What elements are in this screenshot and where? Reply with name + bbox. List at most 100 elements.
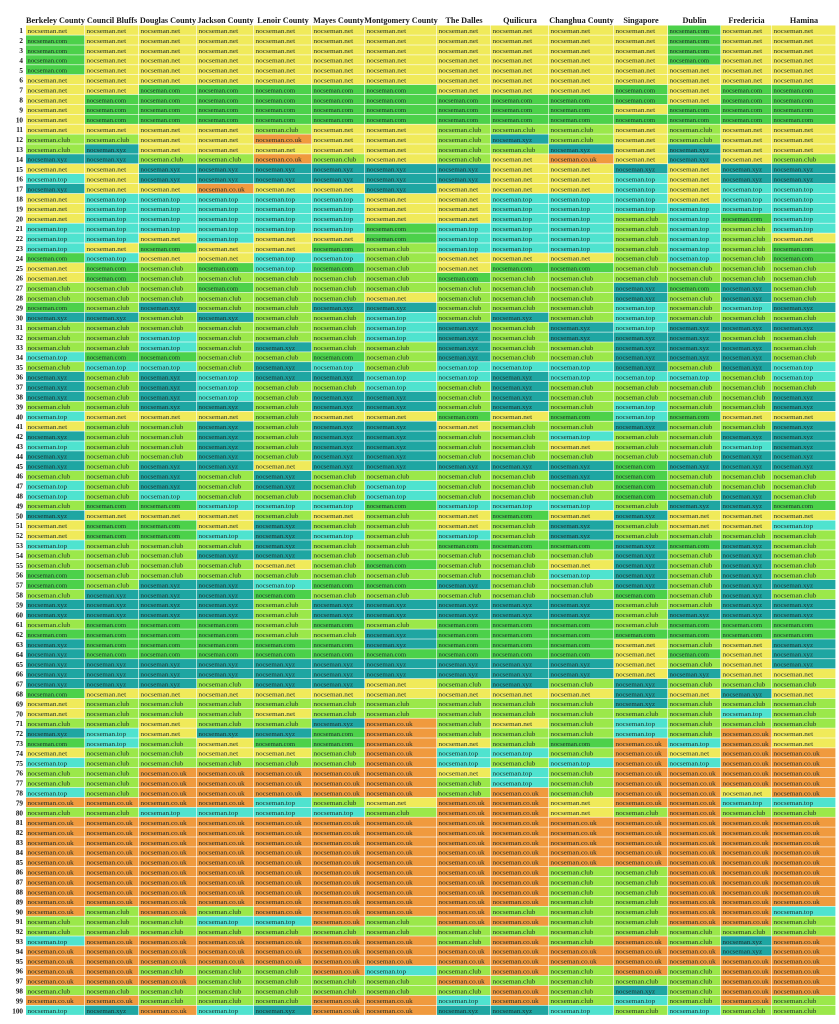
cell-value: nocseman.net (493, 58, 533, 65)
cell-value: nocseman.club (256, 622, 300, 629)
heatmap-cell (85, 570, 139, 580)
heatmap-cell (365, 471, 437, 481)
heatmap-cell (197, 807, 254, 817)
cell-value: nocseman.net (670, 523, 710, 530)
heatmap-cell (85, 916, 139, 926)
heatmap-cell (491, 797, 549, 807)
heatmap-cell (365, 35, 437, 45)
heatmap-cell (491, 649, 549, 659)
heatmap-cell (668, 936, 721, 946)
cell-value: nocseman.top (723, 305, 763, 312)
cell-value: nocseman.net (199, 38, 239, 45)
heatmap-cell (721, 223, 772, 233)
cell-value: nocseman.com (367, 563, 407, 570)
cell-value: nocseman.co.uk (493, 939, 540, 946)
cell-value: nocseman.net (774, 513, 814, 520)
cell-value: nocseman.co.uk (616, 741, 663, 748)
heatmap-cell (772, 807, 836, 817)
row-label: 59 (16, 601, 24, 609)
heatmap-cell (197, 134, 254, 144)
cell-value: nocseman.top (774, 909, 814, 916)
heatmap-cell (26, 817, 85, 827)
heatmap-cell (614, 322, 668, 332)
cell-value: nocseman.com (28, 58, 68, 65)
heatmap-cell (668, 540, 721, 550)
cell-value: nocseman.net (670, 87, 710, 94)
heatmap-cell (254, 530, 312, 540)
heatmap-cell (721, 649, 772, 659)
cell-value: nocseman.xyz (723, 563, 763, 570)
heatmap-cell (721, 797, 772, 807)
heatmap-cell (721, 876, 772, 887)
cell-value: nocseman.club (367, 929, 411, 936)
cell-value: nocseman.net (87, 513, 127, 520)
cell-value: nocseman.com (141, 107, 181, 114)
cell-value: nocseman.club (439, 315, 483, 322)
cell-value: nocseman.net (723, 147, 763, 154)
cell-value: nocseman.top (256, 800, 296, 807)
heatmap-cell (365, 876, 437, 887)
heatmap-cell (139, 332, 197, 342)
cell-value: nocseman.net (616, 157, 656, 164)
cell-value: nocseman.com (551, 642, 591, 649)
cell-value: nocseman.co.uk (723, 988, 770, 995)
cell-value: nocseman.co.uk (367, 741, 414, 748)
heatmap-cell (85, 292, 139, 303)
row-label: 99 (16, 997, 24, 1005)
heatmap-cell (549, 906, 614, 916)
cell-value: nocseman.club (87, 751, 131, 758)
heatmap-cell (549, 362, 614, 372)
cell-value: nocseman.top (87, 206, 127, 213)
cell-value: nocseman.com (439, 632, 479, 639)
cell-value: nocseman.co.uk (774, 899, 821, 906)
heatmap-cell (365, 45, 437, 55)
heatmap-cell (254, 253, 312, 263)
cell-value: nocseman.xyz (493, 384, 533, 391)
cell-value: nocseman.co.uk (256, 850, 303, 857)
cell-value: nocseman.club (28, 335, 72, 342)
cell-value: nocseman.xyz (723, 503, 763, 510)
cell-value: nocseman.club (616, 246, 660, 253)
cell-value: nocseman.top (141, 810, 181, 817)
cell-value: nocseman.xyz (439, 325, 479, 332)
heatmap-cell (721, 787, 772, 798)
cell-value: nocseman.club (87, 305, 131, 312)
heatmap-cell (772, 312, 836, 322)
heatmap-cell (437, 570, 491, 580)
heatmap-cell (365, 946, 437, 956)
cell-value: nocseman.xyz (774, 582, 814, 589)
cell-value: nocseman.com (314, 87, 354, 94)
cell-value: nocseman.club (367, 285, 411, 292)
cell-value: nocseman.com (774, 256, 814, 263)
cell-value: nocseman.co.uk (493, 850, 540, 857)
heatmap-cell (437, 768, 491, 778)
heatmap-cell (614, 589, 668, 600)
cell-value: nocseman.net (439, 196, 479, 203)
cell-value: nocseman.club (199, 483, 243, 490)
heatmap-cell (254, 282, 312, 293)
heatmap-cell (26, 589, 85, 600)
heatmap-cell (26, 738, 85, 748)
cell-value: nocseman.net (774, 137, 814, 144)
heatmap-cell (668, 75, 721, 85)
cell-value: nocseman.xyz (199, 582, 239, 589)
heatmap-cell (772, 144, 836, 154)
heatmap-cell (437, 480, 491, 491)
heatmap-cell (721, 688, 772, 699)
cell-value: nocseman.club (493, 444, 537, 451)
cell-value: nocseman.top (314, 206, 354, 213)
cell-value: nocseman.club (141, 919, 185, 926)
cell-value: nocseman.com (723, 622, 763, 629)
cell-value: nocseman.club (551, 483, 595, 490)
cell-value: nocseman.co.uk (367, 761, 414, 768)
cell-value: nocseman.net (670, 196, 710, 203)
heatmap-cell (85, 104, 139, 114)
heatmap-cell (668, 461, 721, 471)
heatmap-cell (85, 263, 139, 273)
cell-value: nocseman.club (774, 285, 818, 292)
cell-value: nocseman.club (256, 355, 300, 362)
cell-value: nocseman.com (439, 642, 479, 649)
cell-value: nocseman.xyz (199, 177, 239, 184)
cell-value: nocseman.co.uk (256, 889, 303, 896)
heatmap-cell (254, 896, 312, 906)
